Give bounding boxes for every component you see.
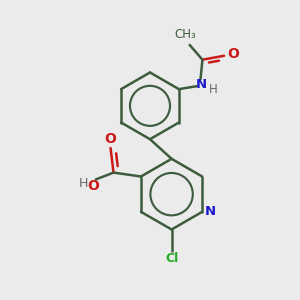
Text: Cl: Cl <box>165 252 178 266</box>
Text: H: H <box>78 177 88 190</box>
Text: CH₃: CH₃ <box>174 28 196 41</box>
Text: H: H <box>209 82 218 96</box>
Text: O: O <box>87 179 99 193</box>
Text: O: O <box>105 132 116 146</box>
Text: O: O <box>227 47 239 61</box>
Text: N: N <box>196 78 207 91</box>
Text: N: N <box>205 205 216 218</box>
